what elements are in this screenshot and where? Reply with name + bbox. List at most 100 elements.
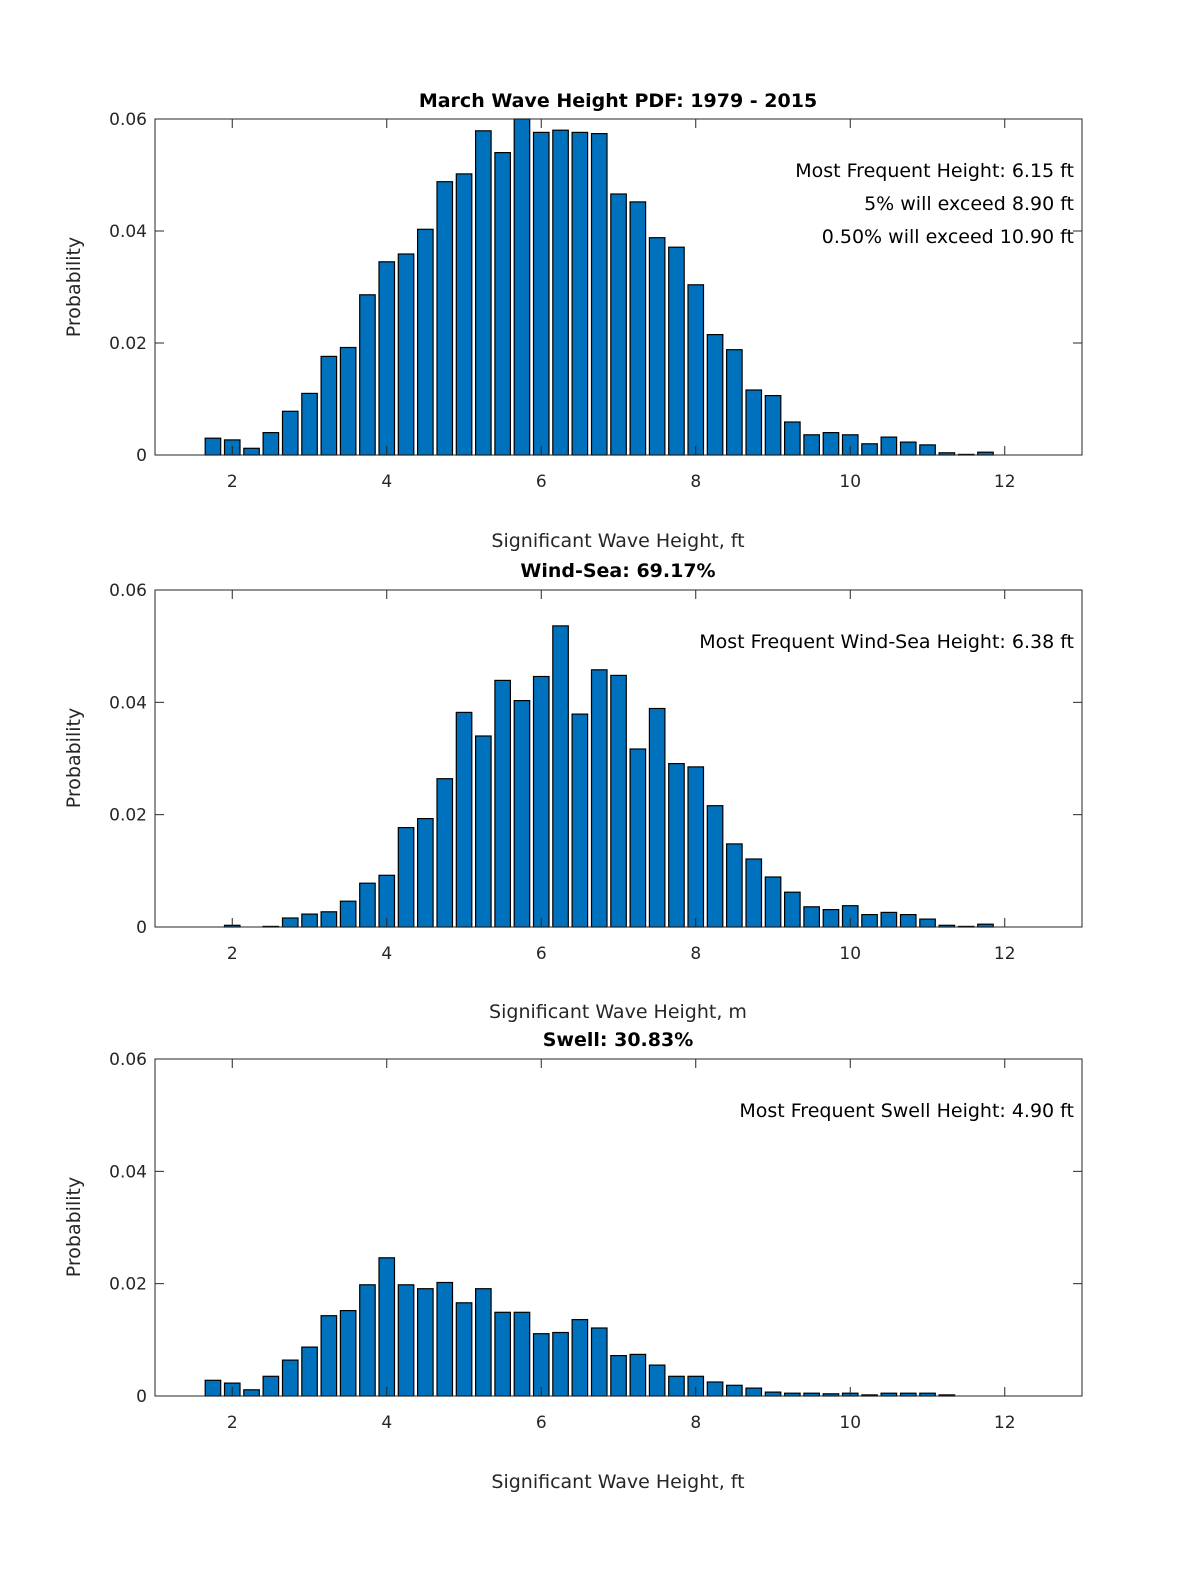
- x-tick-label: 2: [227, 1413, 238, 1433]
- bar: [610, 1354, 627, 1397]
- bar: [822, 432, 840, 456]
- x-axis-label: Significant Wave Height, ft: [491, 530, 744, 552]
- annotation-text: Most Frequent Height: 6.15 ft: [795, 160, 1074, 182]
- bar: [339, 346, 357, 456]
- x-tick-label: 4: [381, 944, 392, 964]
- bar: [436, 181, 454, 456]
- y-tick-label: 0: [136, 918, 147, 938]
- y-tick-label: 0: [136, 1387, 147, 1407]
- bar: [301, 913, 318, 928]
- bar-series: [204, 1257, 956, 1397]
- bar-series: [204, 118, 994, 456]
- bar: [899, 913, 917, 928]
- bar: [475, 1288, 492, 1397]
- x-axis-label: Significant Wave Height, m: [489, 1001, 747, 1023]
- bar: [417, 1288, 434, 1397]
- x-tick-label: 10: [839, 472, 861, 492]
- bar: [513, 118, 531, 456]
- y-tick-label: 0.06: [109, 110, 147, 130]
- bar: [378, 1257, 396, 1397]
- bar: [745, 858, 763, 928]
- bar: [590, 1327, 608, 1397]
- bar: [532, 1333, 550, 1397]
- y-axis-label: Probability: [63, 237, 85, 337]
- bar: [571, 713, 589, 928]
- bar: [803, 906, 821, 928]
- bar: [417, 228, 434, 456]
- axes: 2 4 6 8 10 12 0 0.02 0.04 0.06: [109, 110, 1083, 492]
- bar: [590, 133, 608, 456]
- bar: [397, 253, 415, 456]
- bar: [629, 748, 647, 928]
- bar: [532, 675, 550, 928]
- bar: [397, 1284, 415, 1397]
- bar: [301, 392, 318, 456]
- bar: [320, 1315, 338, 1397]
- bar: [571, 131, 589, 456]
- bar: [475, 130, 492, 456]
- bar: [513, 699, 531, 928]
- bar: [668, 246, 685, 456]
- bar: [803, 434, 821, 456]
- bar: [610, 193, 627, 456]
- bar: [706, 805, 724, 928]
- bar: [764, 395, 782, 456]
- bar: [494, 152, 511, 456]
- bar: [648, 707, 666, 928]
- y-tick-label: 0.04: [109, 222, 147, 242]
- x-tick-label: 6: [536, 944, 547, 964]
- annotations: Most Frequent Swell Height: 4.90 ft: [739, 1100, 1074, 1122]
- bar: [339, 1309, 357, 1397]
- x-tick-label: 10: [839, 944, 861, 964]
- bar: [764, 876, 782, 928]
- axes: 2 4 6 8 10 12 0 0.02 0.04 0.06: [109, 581, 1083, 964]
- panel-wind-sea: Wind-Sea: 69.17% Probability Significant…: [63, 560, 1083, 1023]
- bar: [243, 1389, 260, 1397]
- y-tick-label: 0.02: [109, 1275, 147, 1295]
- annotation-text: Most Frequent Wind-Sea Height: 6.38 ft: [699, 631, 1074, 653]
- bar: [822, 908, 840, 928]
- bar: [417, 817, 434, 928]
- axes-box: [154, 589, 1083, 928]
- bar: [339, 900, 357, 928]
- annotation-text: Most Frequent Swell Height: 4.90 ft: [739, 1100, 1074, 1122]
- x-tick-label: 6: [536, 472, 547, 492]
- bar: [571, 1318, 589, 1397]
- bar: [706, 1381, 724, 1397]
- bar: [436, 1281, 454, 1397]
- bar: [455, 173, 473, 456]
- bar: [281, 1359, 299, 1397]
- bar: [262, 432, 280, 456]
- bar: [725, 1384, 743, 1397]
- panel-total: March Wave Height PDF: 1979 - 2015 Proba…: [63, 90, 1083, 552]
- bar: [359, 882, 376, 928]
- bar: [359, 294, 376, 456]
- chart-title: Swell: 30.83%: [543, 1029, 694, 1051]
- bar: [783, 421, 801, 456]
- bar-series: [223, 625, 994, 928]
- bar: [764, 1391, 782, 1397]
- bar: [378, 261, 396, 456]
- bar: [668, 762, 685, 928]
- bar: [919, 444, 936, 456]
- bar: [281, 410, 299, 456]
- x-axis-label: Significant Wave Height, ft: [491, 1471, 744, 1493]
- x-tick-label: 4: [381, 472, 392, 492]
- bar: [629, 201, 647, 456]
- bar: [397, 826, 415, 928]
- bar: [552, 129, 569, 456]
- axes-box: [154, 118, 1083, 456]
- y-tick-label: 0.06: [109, 581, 147, 601]
- bar: [513, 1311, 531, 1397]
- chart-title: Wind-Sea: 69.17%: [520, 560, 715, 582]
- axes-box: [154, 1058, 1083, 1397]
- y-tick-label: 0.02: [109, 806, 147, 826]
- bar: [436, 778, 454, 928]
- annotations: Most Frequent Wind-Sea Height: 6.38 ft: [699, 631, 1074, 653]
- bar: [320, 355, 338, 456]
- y-tick-label: 0: [136, 446, 147, 466]
- y-axis-label: Probability: [63, 708, 85, 808]
- chart-title: March Wave Height PDF: 1979 - 2015: [419, 90, 817, 112]
- x-tick-label: 8: [690, 472, 701, 492]
- bar: [668, 1375, 685, 1397]
